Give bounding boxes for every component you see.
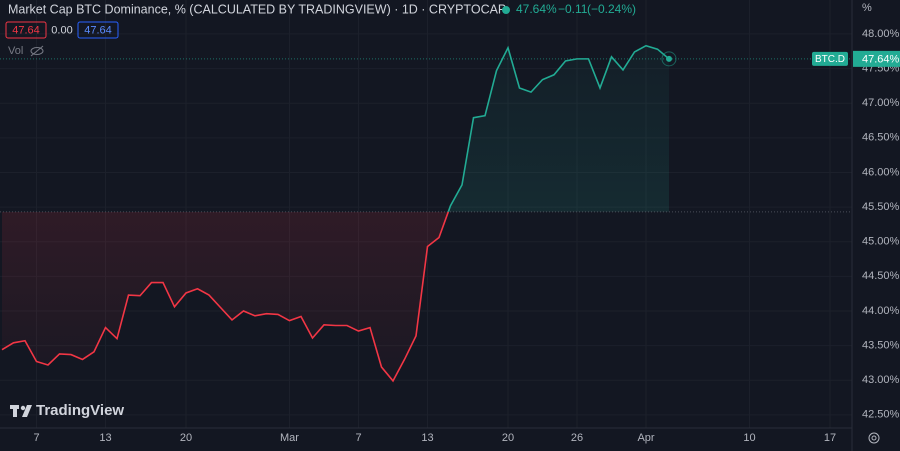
y-tick-label: 43.00% xyxy=(862,374,900,386)
spread: 0.00 xyxy=(51,24,72,36)
x-tick-label: 26 xyxy=(571,432,583,444)
last-point xyxy=(666,55,672,62)
bid-box xyxy=(5,21,47,39)
price-tag xyxy=(853,50,900,67)
x-tick-label: Mar xyxy=(280,432,299,444)
x-tick-label: 10 xyxy=(743,432,755,444)
series-tag xyxy=(812,51,848,66)
y-tick-label: 43.50% xyxy=(862,339,900,351)
y-tick-label: 46.00% xyxy=(862,166,900,178)
price-tag-label: 47.64% xyxy=(862,53,900,65)
volume-label: Vol xyxy=(8,45,23,57)
y-tick-label: 48.00% xyxy=(862,28,900,40)
area-up xyxy=(2,45,669,212)
y-tick-label: 42.50% xyxy=(862,409,900,421)
x-tick-label: 20 xyxy=(180,432,192,444)
area-down xyxy=(2,211,449,381)
y-tick-label: 45.50% xyxy=(862,201,900,213)
x-tick-label: 7 xyxy=(355,432,361,444)
hide-icon[interactable] xyxy=(30,45,44,57)
plot xyxy=(0,44,852,383)
axes: 42.50% 43.00% 43.50% 44.00% 44.50% 45.00% 45.5… xyxy=(33,28,900,444)
x-tick-label: 7 xyxy=(33,432,39,444)
x-tick-label: 13 xyxy=(99,432,111,444)
axis-unit: % xyxy=(862,2,872,14)
x-tick-label: 20 xyxy=(502,432,514,444)
y-tick-label: 46.50% xyxy=(862,132,900,144)
brand-logo xyxy=(10,405,32,417)
bid: 47.64 xyxy=(12,24,40,36)
last-value: 47.64% xyxy=(516,2,557,16)
y-tick-label: 44.50% xyxy=(862,270,900,282)
y-tick-label: 44.00% xyxy=(862,305,900,317)
x-tick-label: 17 xyxy=(824,432,836,444)
series-tag-label: BTC.D xyxy=(815,54,845,65)
settings-icon[interactable] xyxy=(868,432,880,444)
line-up xyxy=(447,44,670,212)
brand-name: TradingView xyxy=(36,402,124,419)
x-tick-label: 13 xyxy=(421,432,433,444)
ask: 47.64 xyxy=(84,24,112,36)
status-dot xyxy=(502,6,510,14)
change: −0.11 xyxy=(558,2,588,16)
line-down xyxy=(1,211,450,383)
change-pct: (−0.24%) xyxy=(587,2,636,16)
y-tick-label: 45.00% xyxy=(862,236,900,248)
x-tick-label: Apr xyxy=(637,432,654,444)
chart-title: Market Cap BTC Dominance, % (CALCULATED … xyxy=(8,2,506,16)
last-point-ring xyxy=(661,51,677,67)
ask-box xyxy=(77,21,119,39)
y-tick-label: 47.00% xyxy=(862,97,900,109)
